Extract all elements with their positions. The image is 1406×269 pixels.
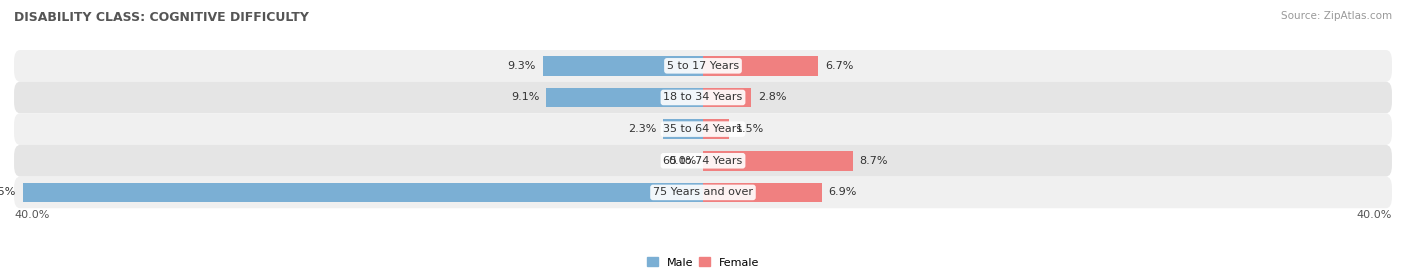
Text: 5 to 17 Years: 5 to 17 Years xyxy=(666,61,740,71)
Text: 9.1%: 9.1% xyxy=(510,93,540,102)
Bar xyxy=(703,56,818,76)
Text: 9.3%: 9.3% xyxy=(508,61,536,71)
Bar xyxy=(703,183,823,202)
FancyBboxPatch shape xyxy=(14,176,1392,208)
Bar xyxy=(703,88,751,107)
Legend: Male, Female: Male, Female xyxy=(643,253,763,269)
Bar xyxy=(703,119,728,139)
Text: 2.8%: 2.8% xyxy=(758,93,786,102)
Text: Source: ZipAtlas.com: Source: ZipAtlas.com xyxy=(1281,11,1392,21)
Bar xyxy=(664,119,703,139)
Text: 65 to 74 Years: 65 to 74 Years xyxy=(664,156,742,166)
Bar xyxy=(703,151,853,171)
FancyBboxPatch shape xyxy=(14,82,1392,113)
FancyBboxPatch shape xyxy=(14,50,1392,82)
Text: 2.3%: 2.3% xyxy=(628,124,657,134)
Text: DISABILITY CLASS: COGNITIVE DIFFICULTY: DISABILITY CLASS: COGNITIVE DIFFICULTY xyxy=(14,11,309,24)
Text: 18 to 34 Years: 18 to 34 Years xyxy=(664,93,742,102)
FancyBboxPatch shape xyxy=(14,113,1392,145)
Text: 1.5%: 1.5% xyxy=(735,124,763,134)
Text: 6.7%: 6.7% xyxy=(825,61,853,71)
Text: 39.5%: 39.5% xyxy=(0,187,15,197)
Bar xyxy=(22,183,703,202)
Text: 0.0%: 0.0% xyxy=(668,156,696,166)
Text: 6.9%: 6.9% xyxy=(828,187,858,197)
Bar xyxy=(543,56,703,76)
Text: 35 to 64 Years: 35 to 64 Years xyxy=(664,124,742,134)
Text: 8.7%: 8.7% xyxy=(859,156,889,166)
Bar xyxy=(547,88,703,107)
Text: 40.0%: 40.0% xyxy=(14,210,49,220)
Text: 40.0%: 40.0% xyxy=(1357,210,1392,220)
FancyBboxPatch shape xyxy=(14,145,1392,176)
Text: 75 Years and over: 75 Years and over xyxy=(652,187,754,197)
